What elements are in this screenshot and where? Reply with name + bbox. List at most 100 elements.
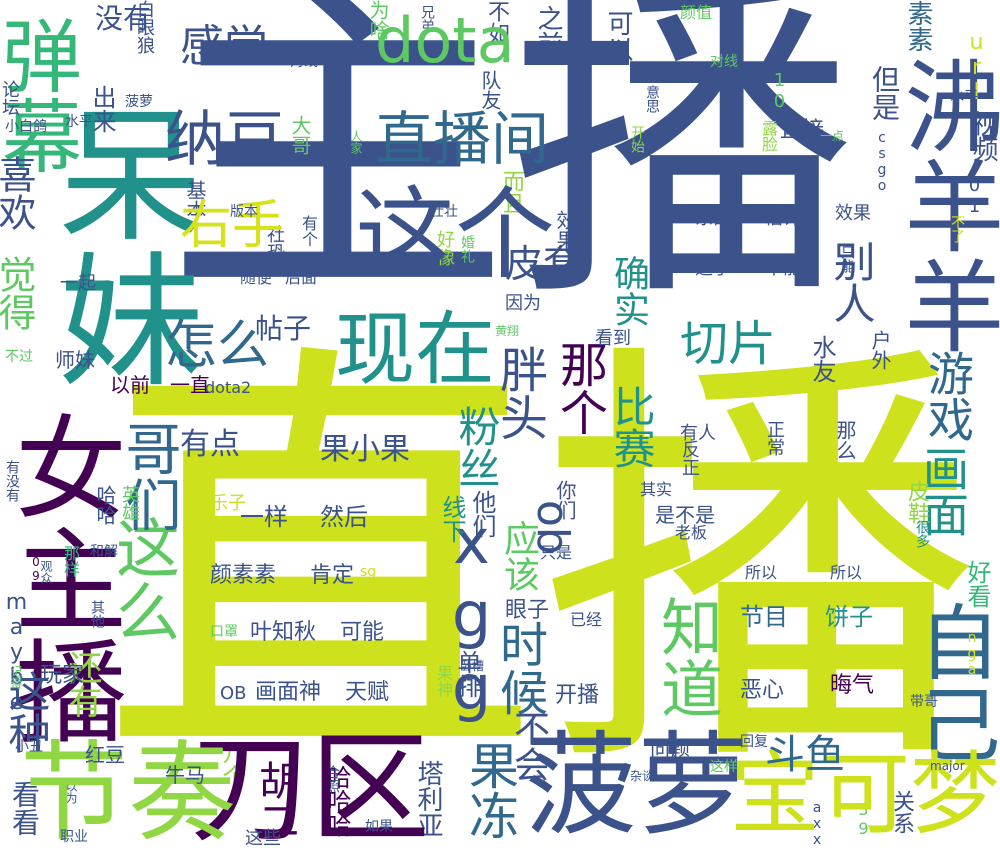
word-yiwei: 回复 [740,734,768,750]
word-kending: 肯定 [310,563,355,588]
word-buhui: 不会 [508,710,549,782]
word-daige: 卧槽 [460,659,485,673]
word-xiaochou: 记得 [9,665,23,689]
word-tiezi: 帖子 [255,312,312,345]
word-zhijie: 直接 [780,118,825,143]
word-shuiyou: 水友 [808,335,836,383]
word-zhibo: 直播 [100,309,980,821]
word-suoyi: 已经 [570,610,603,629]
word-dage: 所以 [745,563,778,582]
word-jige: 几个 [218,740,246,788]
word-shimei: 师妹 [55,348,95,372]
word-huiqi: 晦气 [830,673,875,698]
word-yijing: 只是 [540,543,573,562]
word-youmeiyou: 不过 [5,349,33,365]
word-nga: 果神 [434,665,453,697]
word-zhubo: 主播 [165,0,855,343]
word-erqie: 效果 [553,210,577,250]
word-buru: 兄弟 [419,5,435,33]
word-major: 这样 [710,759,738,775]
word-youdian: 有点 [180,427,240,462]
word-yanzi: 眼子 [505,598,550,623]
word-gemen: 哥们 [116,420,181,532]
word-huamian: 画面 [916,445,970,537]
word-danmu: 弹幕 [0,15,82,175]
word-jiemu: 节目 [740,603,788,631]
word-wanjia: 玩家 [40,663,85,688]
word-keneng: 可能 [340,620,385,645]
word-bieren: 别人 [827,240,876,324]
word-yiqian: 以前 [110,373,150,397]
word-zhengchang: 反正 [679,440,700,476]
word-duixian: 白眼狼 [134,0,155,54]
word-ob: ob [527,500,578,555]
word-zhidao: 知道 [650,595,723,719]
word-sg: 观众 [39,560,53,584]
word-kankan: 一起 [60,273,96,294]
word-renshe: axx [809,800,825,848]
word-nimen: 那么 [833,420,857,460]
word-youge: 婚礼 [459,235,475,263]
word-huangxiang: 不了 [949,215,965,243]
word-buliao: csgo [874,130,890,194]
word-qiepian: 切片 [680,316,777,372]
word-csgo: 人家 [349,130,363,154]
word-yyf: 版本 [230,204,258,220]
word-ruguo: 如果 [365,819,393,835]
word-chulai: 出来 [88,85,116,133]
word-haokan: 好看 [963,560,991,608]
word-exin: 恶心 [740,678,785,703]
word-xianzai: 现在 [335,303,495,396]
word-ten: 对线 [710,54,738,70]
word-jide: 口罩 [210,624,238,640]
word-weisha: 壮壮 [430,204,458,220]
word-zhuangzhuang: 后面 [285,268,318,287]
word-nage: 那个 [551,340,607,436]
word-huwai: 而且 [499,170,524,214]
word-kaibo: 开播 [555,683,600,708]
word-keyi: 可以 [603,10,633,62]
word-yinwei: 因为 [505,293,541,314]
word-hunli: 基本 [183,180,207,220]
word-shekong: 好像 [434,230,455,266]
word-zhineng: url [964,30,989,105]
word-xiongdi: 为啥 [366,0,390,40]
word-shipin: 视频 [968,110,998,162]
word-douyu: 斗鱼 [765,732,845,778]
word-bingzi: 饼子 [825,603,873,631]
word-guji: 估计 [765,208,801,229]
word-qishi: 你们 [553,480,577,520]
word-daoqu: 刀区 [190,720,430,859]
word-yinggai: 应该 [498,520,539,592]
word-hahaha: 哈哈哈 [323,765,351,837]
word-39: major [930,759,965,773]
word-zhishi: 老板 [675,523,708,542]
word-zenme: 怎么 [165,316,270,376]
word-xgg: xgg [435,505,508,724]
word-09: 黄翔 [495,324,520,338]
word-kandao: 看到 [595,328,631,349]
word-xihuan: 喜欢 [0,155,36,231]
word-juede: 觉得 [0,255,36,331]
word-baokemeng: 宝可梦 [730,742,1000,847]
word-niuma: 牛马 [165,763,205,787]
word-tiantian: 关系 [889,790,914,834]
word-shibushi: 是不是 [655,503,715,527]
word-haha: 乐子 [210,493,246,514]
word-houmian: 有个 [299,215,318,247]
word-huifu: 带哥 [910,694,938,710]
word-huamianshen: 画面神 [255,680,322,705]
word-xiaoguo: 效果 [835,203,871,224]
word-geren: 只能 [839,245,855,273]
word-xiaobaige: 开始 [629,125,645,153]
word-yingxiong: 哈哈 [93,485,117,525]
word-nvzhubo: 女主播 [0,410,126,746]
word-meiyou: 没有 [95,2,152,35]
word-baiyanlang: 颜值 [680,3,713,22]
word-qita: 和解 [90,544,118,560]
word-nadou: 纳豆 [165,105,285,175]
word-shihou: 时候 [491,620,547,716]
word-zhiye: 职业 [60,829,88,845]
word-fensi: 粉丝 [452,405,501,489]
